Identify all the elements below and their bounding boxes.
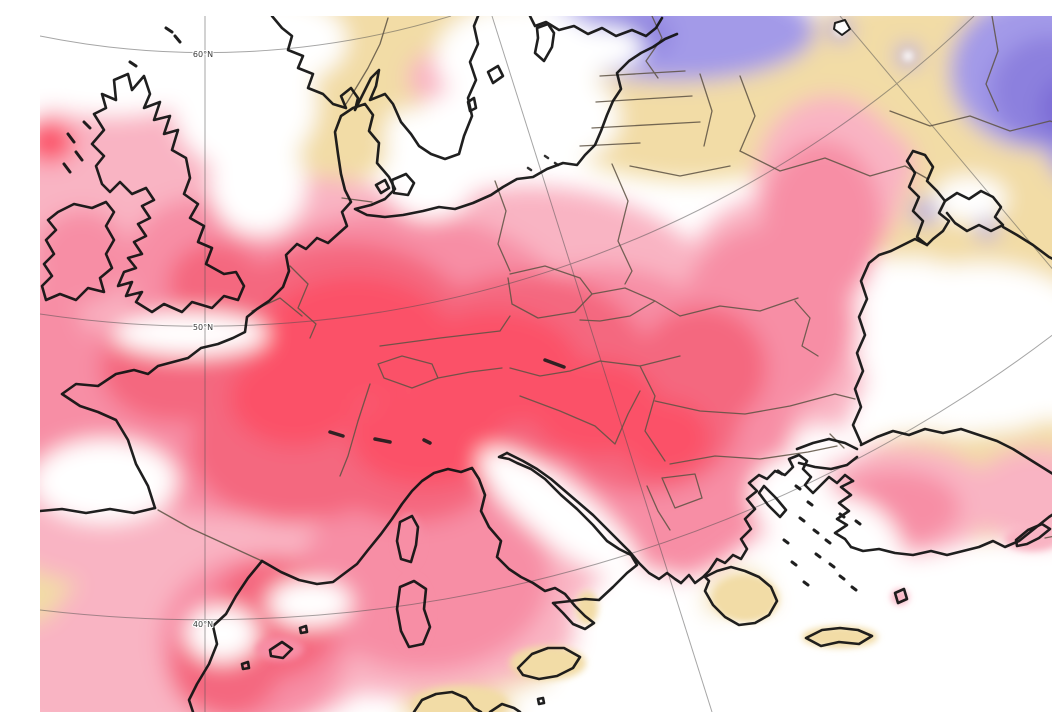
coast-turkey-south bbox=[849, 513, 1052, 557]
coast-cyprus bbox=[1014, 522, 1052, 548]
calabria-patch bbox=[576, 591, 598, 625]
coast-euboea bbox=[757, 484, 788, 519]
balearics-patch bbox=[256, 637, 304, 661]
europe-temperature-anomaly-map: 60°N 50°N 40°N bbox=[40, 16, 1052, 712]
coast-aegean-islands bbox=[776, 469, 862, 592]
coast-spain-east bbox=[187, 559, 264, 712]
lat-label-60n: 60°N bbox=[193, 50, 213, 59]
graticule-labels: 60°N 50°N 40°N bbox=[192, 49, 214, 630]
coast-finland bbox=[528, 16, 664, 38]
coast-small-isles bbox=[62, 26, 182, 174]
mountain-ridges bbox=[328, 154, 566, 445]
coast-west-europe bbox=[60, 32, 679, 510]
alps-ridge bbox=[328, 358, 566, 445]
parallel-40n bbox=[40, 334, 1052, 621]
coast-great-britain bbox=[90, 72, 246, 314]
coastlines bbox=[40, 16, 1052, 712]
parallel-60n bbox=[40, 16, 452, 54]
coast-corsica bbox=[395, 514, 420, 564]
coast-gotland-oland bbox=[466, 64, 505, 113]
coast-marmara bbox=[795, 437, 859, 471]
coast-rhodes bbox=[893, 587, 909, 605]
field-warm-strong bbox=[40, 122, 710, 486]
coast-ireland bbox=[40, 200, 116, 302]
coast-peloponnese bbox=[703, 565, 779, 627]
meridian-east-2 bbox=[839, 16, 1052, 270]
coast-crete bbox=[804, 626, 874, 648]
graticule bbox=[40, 16, 1052, 712]
coast-sardinia bbox=[395, 579, 432, 649]
coast-italy bbox=[260, 451, 639, 631]
terrain-dots bbox=[526, 154, 560, 172]
coast-greece bbox=[679, 453, 855, 585]
peloponnese-patch bbox=[713, 576, 779, 622]
coast-spain-north bbox=[40, 506, 157, 515]
coast-azov bbox=[943, 189, 1005, 233]
coast-denmark-isles bbox=[374, 172, 416, 197]
country-borders bbox=[157, 16, 1052, 562]
lat-label-40n: 40°N bbox=[193, 620, 213, 629]
weather-map-canvas: 60°N 50°N 40°N bbox=[40, 16, 1052, 712]
field-cool-marked bbox=[1040, 83, 1052, 133]
lake-onega bbox=[833, 19, 851, 36]
meridian-east-1 bbox=[491, 16, 713, 712]
parallel-50n bbox=[40, 16, 975, 327]
coast-blacksea-east bbox=[1001, 225, 1052, 260]
anomaly-field bbox=[40, 16, 1052, 712]
coast-sicily bbox=[516, 646, 582, 681]
lake-ladoga bbox=[533, 22, 556, 63]
coast-turkey-north bbox=[859, 427, 1052, 475]
coast-balearics bbox=[240, 624, 309, 671]
coast-balkan-adriatic bbox=[505, 451, 683, 585]
sardinia-patch bbox=[396, 578, 430, 650]
lake-spot bbox=[903, 51, 913, 61]
corsica-patch bbox=[396, 514, 422, 566]
lat-label-50n: 50°N bbox=[193, 323, 213, 332]
coast-blacksea-west bbox=[851, 237, 929, 445]
coast-crimea bbox=[905, 149, 951, 247]
